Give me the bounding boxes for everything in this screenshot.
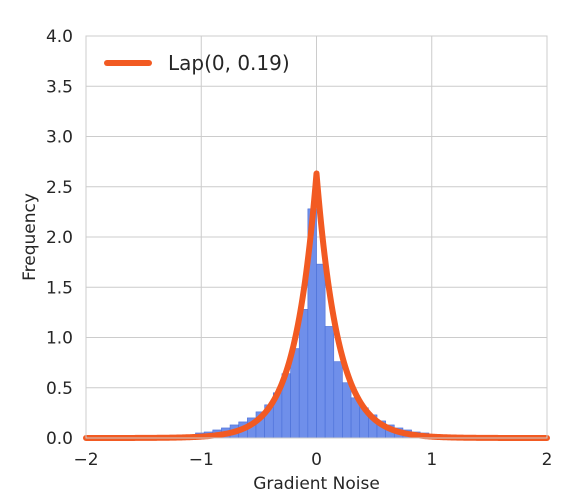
y-tick-label: 4.0 [46, 27, 73, 47]
y-tick-label: 1.0 [46, 329, 73, 349]
y-axis-label: Frequency [20, 193, 40, 281]
legend: Lap(0, 0.19) [104, 51, 290, 75]
y-tick-label: 2.5 [46, 178, 73, 198]
x-axis-ticks: −2 −1 0 1 2 [73, 450, 552, 470]
y-tick-label: 1.5 [46, 278, 73, 298]
histogram-bar [298, 309, 309, 439]
legend-label: Lap(0, 0.19) [168, 51, 290, 75]
x-tick-label: 1 [426, 450, 437, 470]
y-tick-label: 0.0 [46, 429, 73, 449]
x-tick-label: 2 [542, 450, 553, 470]
histogram-bar [324, 326, 335, 439]
x-axis-label: Gradient Noise [253, 474, 380, 494]
plot-frame [85, 35, 548, 439]
y-tick-label: 2.0 [46, 228, 73, 248]
plot-area [83, 35, 550, 441]
x-tick-label: −1 [189, 450, 214, 470]
y-tick-label: 0.5 [46, 379, 73, 399]
histogram-bar [342, 382, 352, 439]
histogram-bar [316, 263, 326, 439]
histogram-bar [333, 361, 343, 439]
x-tick-label: −2 [73, 450, 98, 470]
y-axis-ticks: 0.0 0.5 1.0 1.5 2.0 2.5 3.0 3.5 4.0 [46, 27, 73, 449]
x-tick-label: 0 [311, 450, 322, 470]
y-tick-label: 3.0 [46, 128, 73, 148]
y-tick-label: 3.5 [46, 77, 73, 97]
